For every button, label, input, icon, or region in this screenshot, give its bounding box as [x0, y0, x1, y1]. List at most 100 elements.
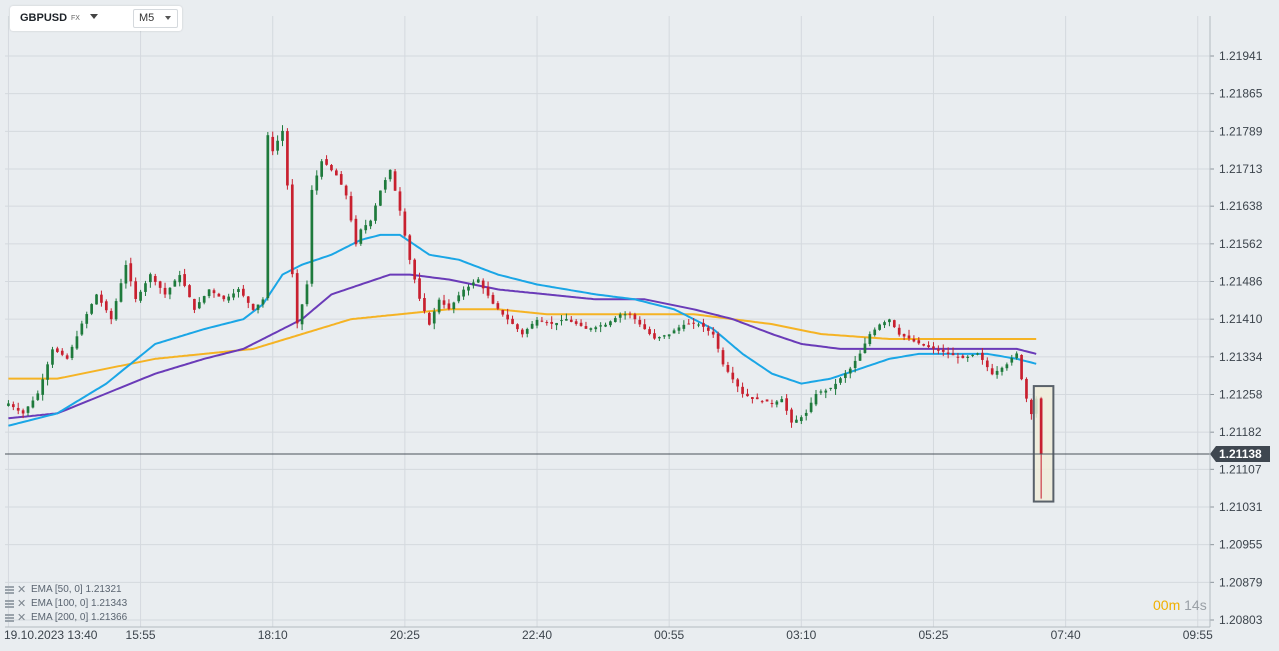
candle [711, 326, 715, 338]
y-tick-label: 1.21865 [1219, 87, 1263, 101]
candle-body [1020, 354, 1023, 380]
candle-body [335, 170, 338, 176]
candle-body [990, 368, 994, 375]
candle [1030, 398, 1033, 420]
candle [295, 269, 299, 329]
candle-body [613, 318, 617, 322]
candle [1000, 366, 1004, 376]
y-tick-label: 1.21486 [1219, 275, 1263, 289]
candle-body [144, 283, 147, 292]
symbol-type-badge: FX [71, 15, 80, 22]
overlays: 1.21138 [5, 385, 1270, 503]
candle-body [418, 278, 421, 299]
candle-body [197, 302, 201, 309]
candle-body [393, 171, 397, 191]
candle-body [648, 329, 651, 335]
candle [888, 318, 891, 327]
candle [839, 377, 842, 385]
candle [751, 396, 754, 404]
candle-body [853, 360, 857, 368]
candle [809, 397, 813, 414]
candle-body [702, 322, 705, 327]
candle-body [667, 334, 671, 337]
candle [144, 280, 147, 297]
countdown-minutes: 00 [1153, 597, 1169, 613]
candle [158, 280, 162, 294]
candle [119, 278, 123, 303]
candle-body [721, 350, 725, 365]
y-tick-label: 1.21107 [1219, 462, 1262, 476]
candle [511, 315, 514, 325]
candle-body [36, 393, 40, 400]
candle-body [672, 330, 676, 334]
timeframe-select[interactable]: M5 [133, 9, 178, 28]
candle-body [633, 314, 637, 320]
candle [574, 319, 578, 326]
y-tick-label: 1.21031 [1219, 500, 1263, 514]
candle-body [755, 397, 759, 400]
candle [481, 278, 485, 294]
menu-icon[interactable] [5, 586, 14, 594]
candle-body [951, 353, 955, 356]
candle-body [760, 401, 764, 403]
candle [912, 335, 916, 343]
y-tick-label: 1.21638 [1219, 199, 1263, 213]
candle [844, 370, 847, 383]
candle [104, 299, 108, 313]
candle-body [290, 184, 294, 275]
candle [427, 311, 431, 326]
candle-body [423, 298, 426, 312]
candle-body [937, 349, 940, 351]
candle [932, 342, 935, 354]
candle-body [129, 263, 133, 282]
candle-body [496, 303, 500, 309]
candle-body [907, 335, 911, 339]
candle [496, 301, 500, 311]
candle-body [623, 314, 627, 316]
y-tick-label: 1.21789 [1219, 124, 1263, 138]
candle [476, 277, 480, 284]
candle [232, 288, 235, 301]
candle-body [51, 349, 54, 365]
candle [491, 292, 495, 305]
candle [623, 311, 627, 320]
candle [501, 309, 505, 317]
highlight-rectangle [1032, 385, 1055, 503]
candle [795, 415, 798, 423]
x-tick-label: 18:10 [258, 628, 288, 642]
candle-body [476, 279, 480, 283]
menu-icon[interactable] [5, 600, 14, 608]
candle [212, 288, 216, 298]
candle [706, 325, 710, 336]
close-icon[interactable]: ✕ [17, 612, 27, 624]
candle-body [804, 412, 808, 416]
candle [618, 312, 622, 323]
candle [687, 318, 691, 325]
candle [868, 331, 872, 347]
candle [692, 317, 695, 329]
candle-body [560, 320, 563, 322]
candle [961, 354, 965, 359]
candle [7, 400, 10, 407]
symbol-name[interactable]: GBPUSD [20, 12, 68, 24]
candle [393, 168, 397, 191]
menu-icon[interactable] [5, 614, 14, 622]
candle-body [873, 329, 877, 336]
close-icon[interactable]: ✕ [17, 598, 27, 610]
candle [379, 190, 382, 207]
chevron-down-icon[interactable] [90, 14, 98, 19]
candle [667, 334, 671, 340]
candle [134, 277, 138, 303]
candle [545, 320, 549, 326]
candle-body [315, 175, 319, 191]
candle-body [359, 229, 363, 244]
candle-body [711, 331, 715, 335]
candle [462, 286, 465, 300]
close-icon[interactable]: ✕ [17, 584, 27, 596]
candle-body [584, 326, 588, 329]
candle-body [232, 293, 235, 298]
x-tick-label: 20:25 [390, 628, 420, 642]
candle [966, 355, 970, 362]
